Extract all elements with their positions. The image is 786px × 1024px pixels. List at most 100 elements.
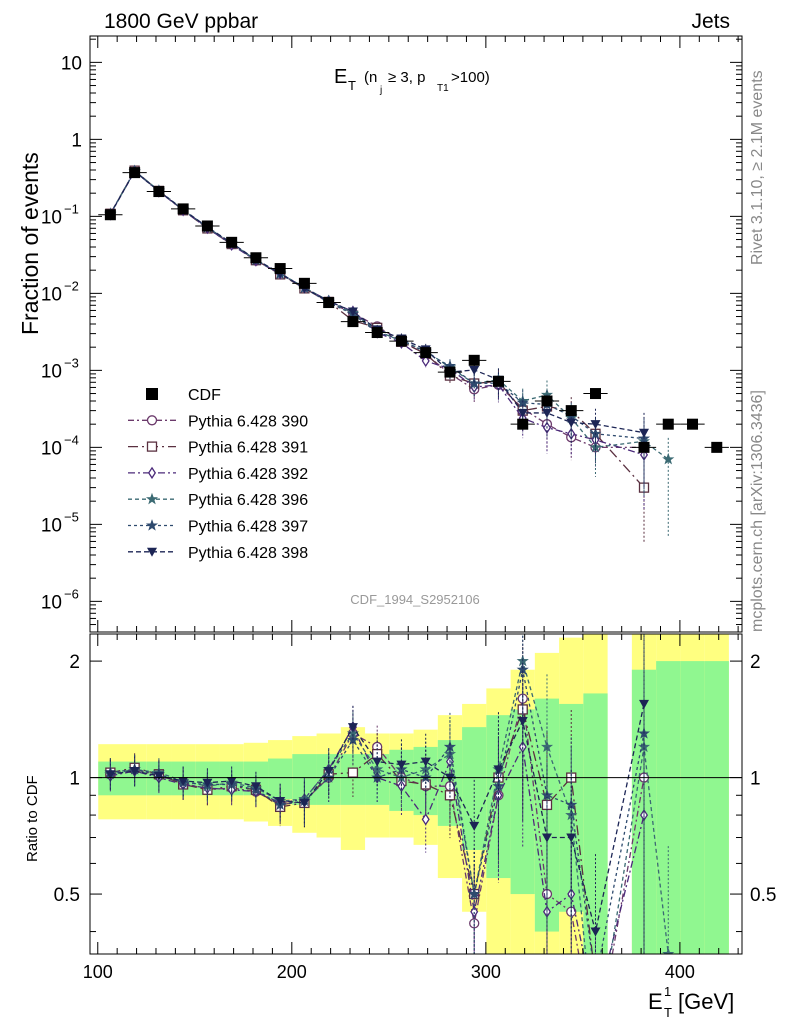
ratio-tick-label: 0.5 <box>750 885 776 906</box>
marker-data <box>250 252 262 264</box>
x-tick-label: 300 <box>471 962 501 982</box>
marker-star <box>145 492 159 505</box>
title-sub: T <box>348 78 356 93</box>
x-tick-label: 400 <box>665 962 695 982</box>
marker-triangle <box>541 833 552 843</box>
marker-data <box>371 327 383 339</box>
legend-label: CDF <box>188 387 221 404</box>
marker-square <box>591 975 600 984</box>
marker-star <box>468 887 481 900</box>
x-tick-label: 100 <box>83 962 113 982</box>
marker-diamond <box>421 813 430 826</box>
marker-triangle <box>129 766 140 776</box>
ratio-tick-label: 1 <box>750 769 761 790</box>
ratio-tick-label: 1 <box>69 769 80 790</box>
marker-triangle <box>469 821 480 831</box>
band-inner <box>704 661 729 954</box>
marker-data <box>323 297 335 309</box>
marker-square <box>640 975 649 984</box>
marker-triangle <box>275 796 286 806</box>
marker-data <box>565 405 577 417</box>
series-line <box>109 169 645 449</box>
lower-frame <box>89 633 743 955</box>
title-rest: (n <box>364 69 377 86</box>
marker-data <box>468 354 480 366</box>
upper-ylabel: Fraction of events <box>17 152 43 335</box>
marker-triangle <box>517 408 528 418</box>
marker-diamond <box>592 1006 599 1016</box>
band-inner <box>680 661 705 954</box>
side-label-top: Rivet 3.1.10, ≥ 2.1M events <box>749 70 766 265</box>
y-tick-label: 1 <box>71 130 82 151</box>
band-inner <box>656 661 681 954</box>
marker-triangle <box>590 927 601 937</box>
lower-series <box>104 634 675 1016</box>
marker-data <box>153 186 165 198</box>
marker-data <box>201 220 213 232</box>
marker-data <box>492 375 504 387</box>
marker-triangle <box>147 547 157 557</box>
title-t1: T1 <box>437 83 449 94</box>
legend-label: Pythia 6.428 397 <box>188 519 308 536</box>
legend-label: Pythia 6.428 392 <box>188 466 308 483</box>
y-tick-label: 10 <box>41 438 62 459</box>
y-tick-exponent: −6 <box>64 586 79 601</box>
marker-triangle <box>639 699 650 709</box>
marker-triangle <box>566 418 577 428</box>
marker-triangle <box>347 723 358 733</box>
ratio-line <box>110 707 594 954</box>
marker-data <box>274 263 286 275</box>
side-label-bottom: mcplots.cern.ch [arXiv:1306.3436] <box>749 390 766 632</box>
y-tick-label: 10 <box>61 53 82 74</box>
legend-label: Pythia 6.428 396 <box>188 492 308 509</box>
y-tick-exponent: −1 <box>64 201 79 216</box>
ratio-tick-label: 2 <box>750 652 761 673</box>
marker-triangle <box>396 760 407 770</box>
plot-title: E T (n j ≥ 3, p T1 >100) <box>334 66 490 96</box>
x-axis-label: E 1 T [GeV] <box>648 984 734 1020</box>
marker-triangle <box>323 766 334 776</box>
marker-triangle <box>202 778 213 788</box>
marker-data <box>146 388 158 400</box>
marker-data <box>541 395 553 407</box>
marker-diamond <box>421 354 430 368</box>
ratio-line <box>110 669 645 954</box>
x-tick-label: 200 <box>277 962 307 982</box>
legend-label: Pythia 6.428 398 <box>188 545 308 562</box>
marker-data <box>638 441 650 453</box>
marker-data <box>662 418 674 430</box>
marker-triangle <box>639 428 650 438</box>
marker-data <box>517 418 529 430</box>
xlabel-sub: T <box>664 1005 672 1020</box>
upper-series <box>98 164 729 544</box>
header-left: 1800 GeV ppbar <box>104 10 258 33</box>
marker-star <box>662 947 675 954</box>
marker-star <box>419 771 432 783</box>
marker-star <box>468 377 481 389</box>
ratio-tick-label: 0.5 <box>54 885 80 906</box>
marker-data <box>444 366 456 378</box>
y-tick-label: 10 <box>41 515 62 536</box>
legend-label: Pythia 6.428 391 <box>188 440 308 457</box>
ratio-line <box>110 725 645 954</box>
title-mid: ≥ 3, p <box>388 69 425 86</box>
y-tick-label: 10 <box>41 361 62 382</box>
y-tick-label: 10 <box>41 207 62 228</box>
upper-frame <box>89 35 743 633</box>
series-line <box>109 169 645 440</box>
ratio-tick-label: 2 <box>69 652 80 673</box>
marker-star <box>540 740 554 753</box>
marker-star <box>662 452 675 465</box>
marker-data <box>298 277 310 289</box>
ratio-uncertainty-bands <box>98 634 729 954</box>
marker-triangle <box>178 776 189 786</box>
xlabel-unit: [GeV] <box>678 989 734 1014</box>
marker-data <box>177 203 189 215</box>
ratio-line <box>110 698 645 954</box>
marker-triangle <box>420 757 431 767</box>
xlabel-main: E <box>648 989 663 1014</box>
legend: CDF Pythia 6.428 390 Pythia 6.428 391 Pythi… <box>128 387 308 562</box>
marker-data <box>104 209 116 221</box>
